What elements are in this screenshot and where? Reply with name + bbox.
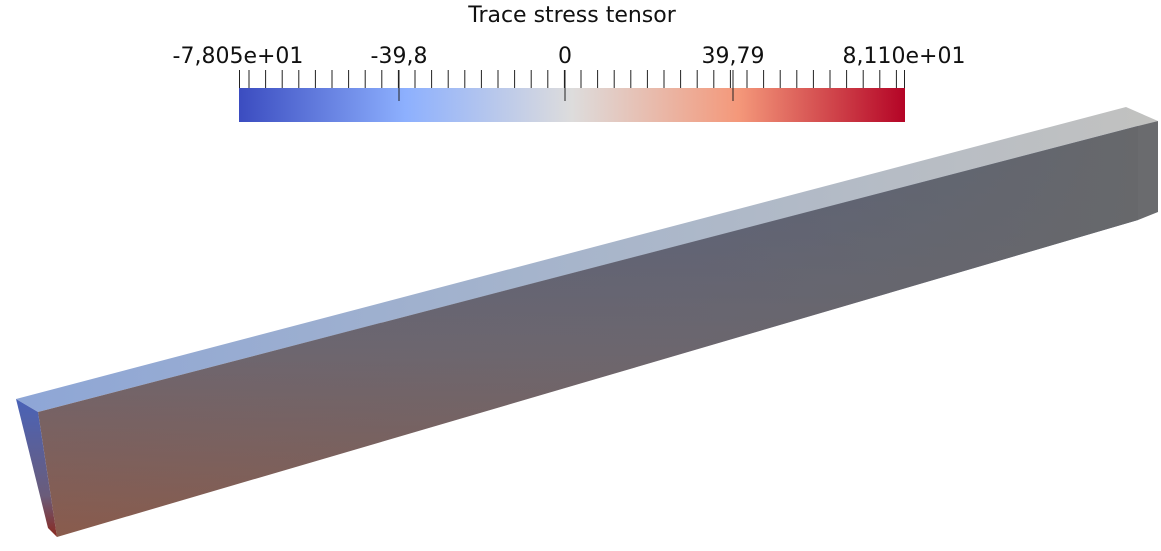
beam-front-shade [38,126,1138,537]
colorbar [239,88,905,122]
colorbar-label: -39,8 [371,44,428,69]
beam-right-face [1138,121,1158,220]
color-legend: Trace stress tensor -7,805e+01 -39,8 0 3… [173,3,966,122]
colorbar-label: -7,805e+01 [173,44,304,69]
colorbar-title: Trace stress tensor [467,3,676,28]
colorbar-ticks [239,70,905,101]
colorbar-label: 8,110e+01 [843,44,966,69]
beam-top-face [16,107,1158,412]
beam [16,107,1158,537]
colorbar-label: 39,79 [702,44,765,69]
beam-end-face [16,399,57,537]
colorbar-label: 0 [558,44,572,69]
